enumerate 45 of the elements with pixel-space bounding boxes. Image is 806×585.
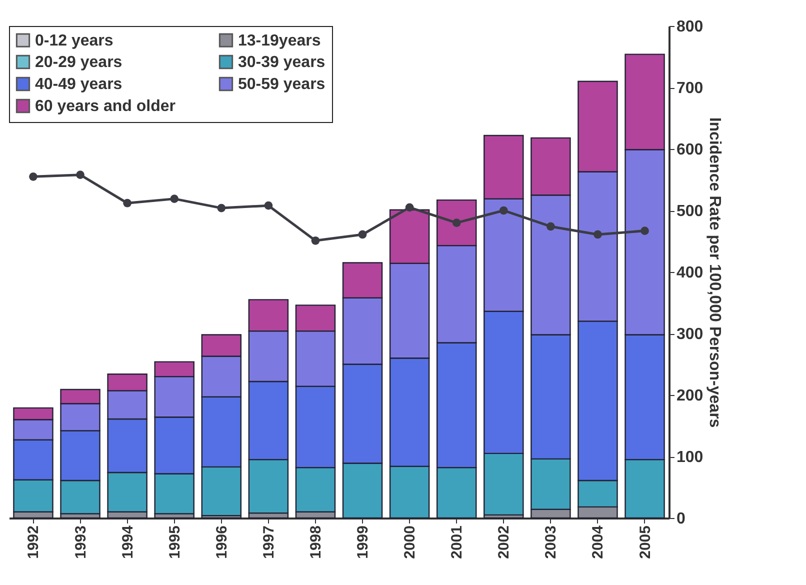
y-tick-label: 800 bbox=[676, 18, 704, 36]
x-tick-label: 1998 bbox=[307, 526, 324, 559]
x-tick-label: 2001 bbox=[448, 526, 466, 559]
point bbox=[217, 204, 226, 212]
legend-label: 13-19years bbox=[238, 32, 321, 50]
point bbox=[29, 172, 38, 181]
y-tick-label: 700 bbox=[676, 80, 704, 97]
y-tick-label: 500 bbox=[676, 203, 704, 220]
legend-label: 60 years and older bbox=[35, 98, 176, 115]
x-tick-label: 2002 bbox=[496, 526, 513, 559]
point bbox=[405, 203, 414, 212]
x-tick-label: 2003 bbox=[542, 526, 560, 559]
point bbox=[123, 198, 132, 208]
x-tick-label: 1992 bbox=[25, 526, 42, 559]
y-axis-title: Incidence Rate per 100,000 Person-years bbox=[706, 117, 724, 428]
point bbox=[594, 230, 602, 239]
x-tick-label: 1994 bbox=[119, 524, 136, 559]
y-tick-label: 200 bbox=[676, 388, 704, 404]
legend-label: 30-39 years bbox=[238, 54, 326, 71]
point bbox=[76, 170, 84, 180]
x-tick-label: 1995 bbox=[166, 526, 184, 559]
y-tick-label: 0 bbox=[676, 510, 686, 528]
legend-label: 20-29 years bbox=[35, 54, 122, 71]
point bbox=[546, 222, 555, 231]
point bbox=[452, 218, 461, 227]
point bbox=[170, 194, 179, 203]
y-tick-label: 400 bbox=[676, 264, 704, 282]
y-tick-label: 100 bbox=[676, 449, 704, 466]
x-tick-label: 1996 bbox=[213, 526, 230, 559]
x-tick-label: 1997 bbox=[260, 526, 278, 559]
point bbox=[311, 236, 320, 245]
point bbox=[264, 201, 273, 210]
x-tick-label: 2005 bbox=[636, 526, 654, 559]
x-tick-label: 2004 bbox=[590, 524, 607, 559]
y-tick-label: 300 bbox=[676, 326, 704, 343]
point bbox=[358, 230, 367, 239]
y-tick-label: 600 bbox=[676, 142, 704, 158]
point bbox=[499, 206, 508, 215]
legend-label: 50-59 years bbox=[238, 76, 326, 93]
point bbox=[640, 226, 649, 235]
x-tick-label: 2000 bbox=[402, 526, 419, 559]
x-tick-label: 1999 bbox=[354, 526, 372, 559]
legend-label: 40-49 years bbox=[35, 76, 122, 93]
x-tick-label: 1993 bbox=[72, 526, 90, 559]
legend-label: 0-12 years bbox=[35, 32, 114, 50]
